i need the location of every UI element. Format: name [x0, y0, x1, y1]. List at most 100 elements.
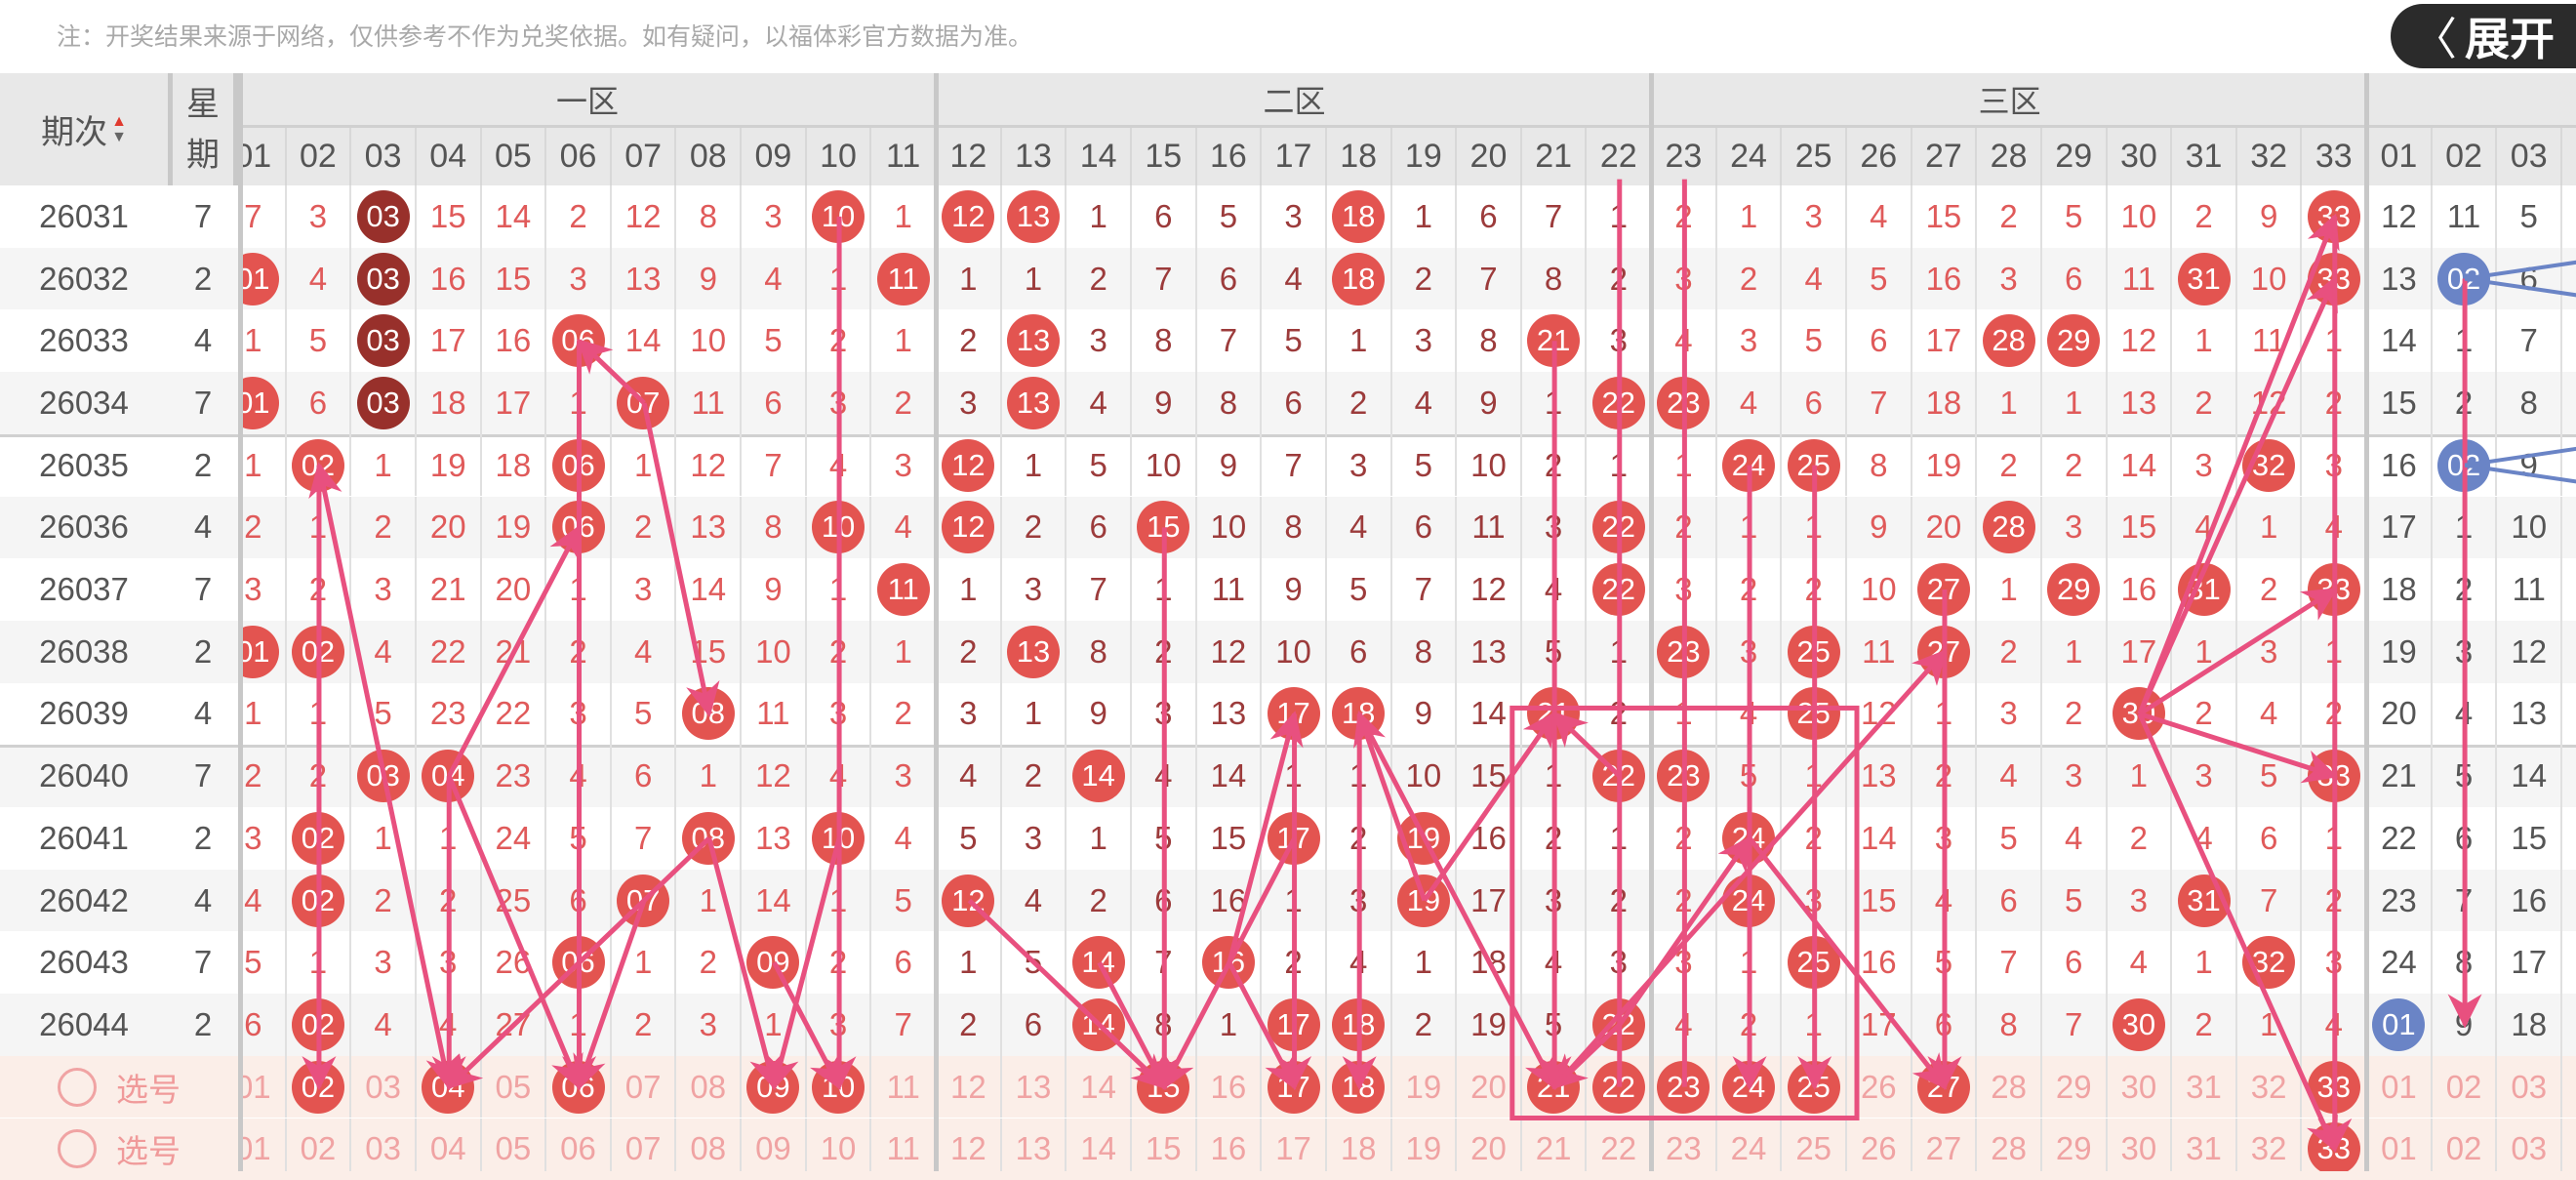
- selected-ball[interactable]: 33: [2308, 1061, 2360, 1114]
- select-number-cell[interactable]: 01: [238, 1119, 287, 1172]
- selected-ball[interactable]: 10: [812, 1061, 865, 1114]
- select-number-cell[interactable]: 28: [1977, 1119, 2042, 1172]
- select-number-cell[interactable]: 03: [351, 1119, 417, 1172]
- select-number-cell[interactable]: 31: [2172, 1056, 2237, 1119]
- select-number-cell[interactable]: 24: [1717, 1056, 1783, 1119]
- selected-ball[interactable]: 04: [422, 1061, 474, 1114]
- select-number-cell[interactable]: 01: [2367, 1056, 2433, 1119]
- select-number-cell[interactable]: 07: [612, 1056, 677, 1119]
- select-number-cell[interactable]: 07: [612, 1119, 677, 1172]
- selected-ball[interactable]: 02: [292, 1061, 344, 1114]
- select-number-cell[interactable]: 28: [1977, 1056, 2042, 1119]
- selected-ball[interactable]: 06: [552, 1061, 605, 1114]
- select-number-cell[interactable]: 10: [807, 1056, 872, 1119]
- select-number-toggle[interactable]: 选号: [0, 1056, 238, 1119]
- select-number-cell[interactable]: 14: [1067, 1119, 1132, 1172]
- select-number-cell[interactable]: 27: [1912, 1056, 1978, 1119]
- select-number-cell[interactable]: 19: [1392, 1056, 1458, 1119]
- selected-ball[interactable]: 09: [746, 1061, 799, 1114]
- selected-ball[interactable]: 15: [1137, 1061, 1189, 1114]
- selected-ball[interactable]: 33: [2308, 1122, 2360, 1171]
- select-number-cell[interactable]: 09: [742, 1056, 807, 1119]
- select-number-cell[interactable]: 02: [287, 1056, 352, 1119]
- select-number-cell[interactable]: 26: [1847, 1056, 1912, 1119]
- select-number-cell[interactable]: 22: [1587, 1056, 1652, 1119]
- select-number-toggle[interactable]: 选号: [0, 1119, 238, 1180]
- select-number-cell[interactable]: 06: [546, 1119, 612, 1172]
- select-number-cell[interactable]: 23: [1652, 1056, 1717, 1119]
- select-number-cell[interactable]: 29: [2042, 1119, 2108, 1172]
- select-number-cell[interactable]: 08: [676, 1056, 742, 1119]
- select-number-cell[interactable]: 25: [1782, 1119, 1847, 1172]
- select-number-cell[interactable]: 17: [1262, 1056, 1327, 1119]
- select-number-cell[interactable]: 12: [937, 1119, 1002, 1172]
- select-number-cell[interactable]: 26: [1847, 1119, 1912, 1172]
- select-number-cell[interactable]: 03: [2497, 1119, 2562, 1172]
- select-number-cell[interactable]: 10: [807, 1119, 872, 1172]
- select-number-cell[interactable]: 29: [2042, 1056, 2108, 1119]
- selected-ball[interactable]: 25: [1788, 1061, 1840, 1114]
- select-number-cell[interactable]: 14: [1067, 1056, 1132, 1119]
- select-number-cell[interactable]: 11: [871, 1119, 937, 1172]
- select-number-cell[interactable]: 19: [1392, 1119, 1458, 1172]
- select-number-cell[interactable]: 20: [1457, 1056, 1522, 1119]
- selected-ball[interactable]: 23: [1657, 1061, 1710, 1114]
- number-cell: 20: [482, 558, 547, 621]
- sort-icon[interactable]: ▲ ▼: [111, 114, 127, 145]
- select-number-cell[interactable]: 08: [676, 1119, 742, 1172]
- select-number-cell[interactable]: 05: [482, 1056, 547, 1119]
- select-number-cell[interactable]: 16: [1197, 1056, 1263, 1119]
- drawn-ball: 13: [1007, 377, 1060, 429]
- select-number-cell[interactable]: 31: [2172, 1119, 2237, 1172]
- select-number-cell[interactable]: 09: [742, 1119, 807, 1172]
- selected-ball[interactable]: 24: [1722, 1061, 1775, 1114]
- select-number-cell[interactable]: 01: [2367, 1119, 2433, 1172]
- select-number-cell[interactable]: 03: [2497, 1056, 2562, 1119]
- select-number-cell[interactable]: 24: [1717, 1119, 1783, 1172]
- select-number-cell[interactable]: 30: [2108, 1056, 2173, 1119]
- select-number-cell[interactable]: 21: [1522, 1056, 1588, 1119]
- select-number-cell[interactable]: 13: [1002, 1056, 1067, 1119]
- selected-ball[interactable]: 18: [1332, 1061, 1385, 1114]
- select-number-cell[interactable]: 20: [1457, 1119, 1522, 1172]
- select-number-cell[interactable]: 22: [1587, 1119, 1652, 1172]
- select-number-cell[interactable]: 12: [937, 1056, 1002, 1119]
- select-number-cell[interactable]: 17: [1262, 1119, 1327, 1172]
- select-number-cell[interactable]: 02: [287, 1119, 352, 1172]
- select-number-cell[interactable]: 33: [2302, 1119, 2367, 1172]
- select-number-cell[interactable]: 15: [1132, 1056, 1197, 1119]
- select-number-cell[interactable]: 06: [546, 1056, 612, 1119]
- number-cell: 2: [546, 185, 612, 248]
- selected-ball[interactable]: 27: [1917, 1061, 1970, 1114]
- select-number-cell[interactable]: 30: [2108, 1119, 2173, 1172]
- select-number-cell[interactable]: 01: [238, 1056, 287, 1119]
- select-number-cell[interactable]: 18: [1327, 1056, 1392, 1119]
- period-column-header[interactable]: 期次 ▲ ▼: [0, 73, 168, 185]
- radio-circle-icon[interactable]: [58, 1068, 97, 1107]
- select-number-cell[interactable]: 02: [2433, 1056, 2498, 1119]
- radio-circle-icon[interactable]: [58, 1129, 97, 1168]
- select-number-cell[interactable]: 27: [1912, 1119, 1978, 1172]
- select-number-cell[interactable]: 32: [2237, 1119, 2303, 1172]
- selected-ball[interactable]: 22: [1592, 1061, 1645, 1114]
- select-number-cell[interactable]: 16: [1197, 1119, 1263, 1172]
- select-number-cell[interactable]: 33: [2302, 1056, 2367, 1119]
- select-number-cell[interactable]: 15: [1132, 1119, 1197, 1172]
- select-number-cell[interactable]: 18: [1327, 1119, 1392, 1172]
- selected-ball[interactable]: 17: [1268, 1061, 1320, 1114]
- selected-ball[interactable]: 21: [1527, 1061, 1580, 1114]
- select-number-cell[interactable]: 04: [417, 1119, 482, 1172]
- select-number-cell[interactable]: 03: [351, 1056, 417, 1119]
- select-number-cell[interactable]: 11: [871, 1056, 937, 1119]
- select-number-cell[interactable]: 13: [1002, 1119, 1067, 1172]
- select-number-cell[interactable]: 21: [1522, 1119, 1588, 1172]
- select-number-cell[interactable]: 05: [482, 1119, 547, 1172]
- select-number-cell[interactable]: 23: [1652, 1119, 1717, 1172]
- select-number-cell[interactable]: 32: [2237, 1056, 2303, 1119]
- select-number-cell[interactable]: 02: [2433, 1119, 2498, 1172]
- expand-button[interactable]: 〈 展开: [2391, 4, 2576, 68]
- select-number-cell[interactable]: 04: [417, 1056, 482, 1119]
- select-number-cell[interactable]: 25: [1782, 1056, 1847, 1119]
- number-cell: 4: [1977, 745, 2042, 807]
